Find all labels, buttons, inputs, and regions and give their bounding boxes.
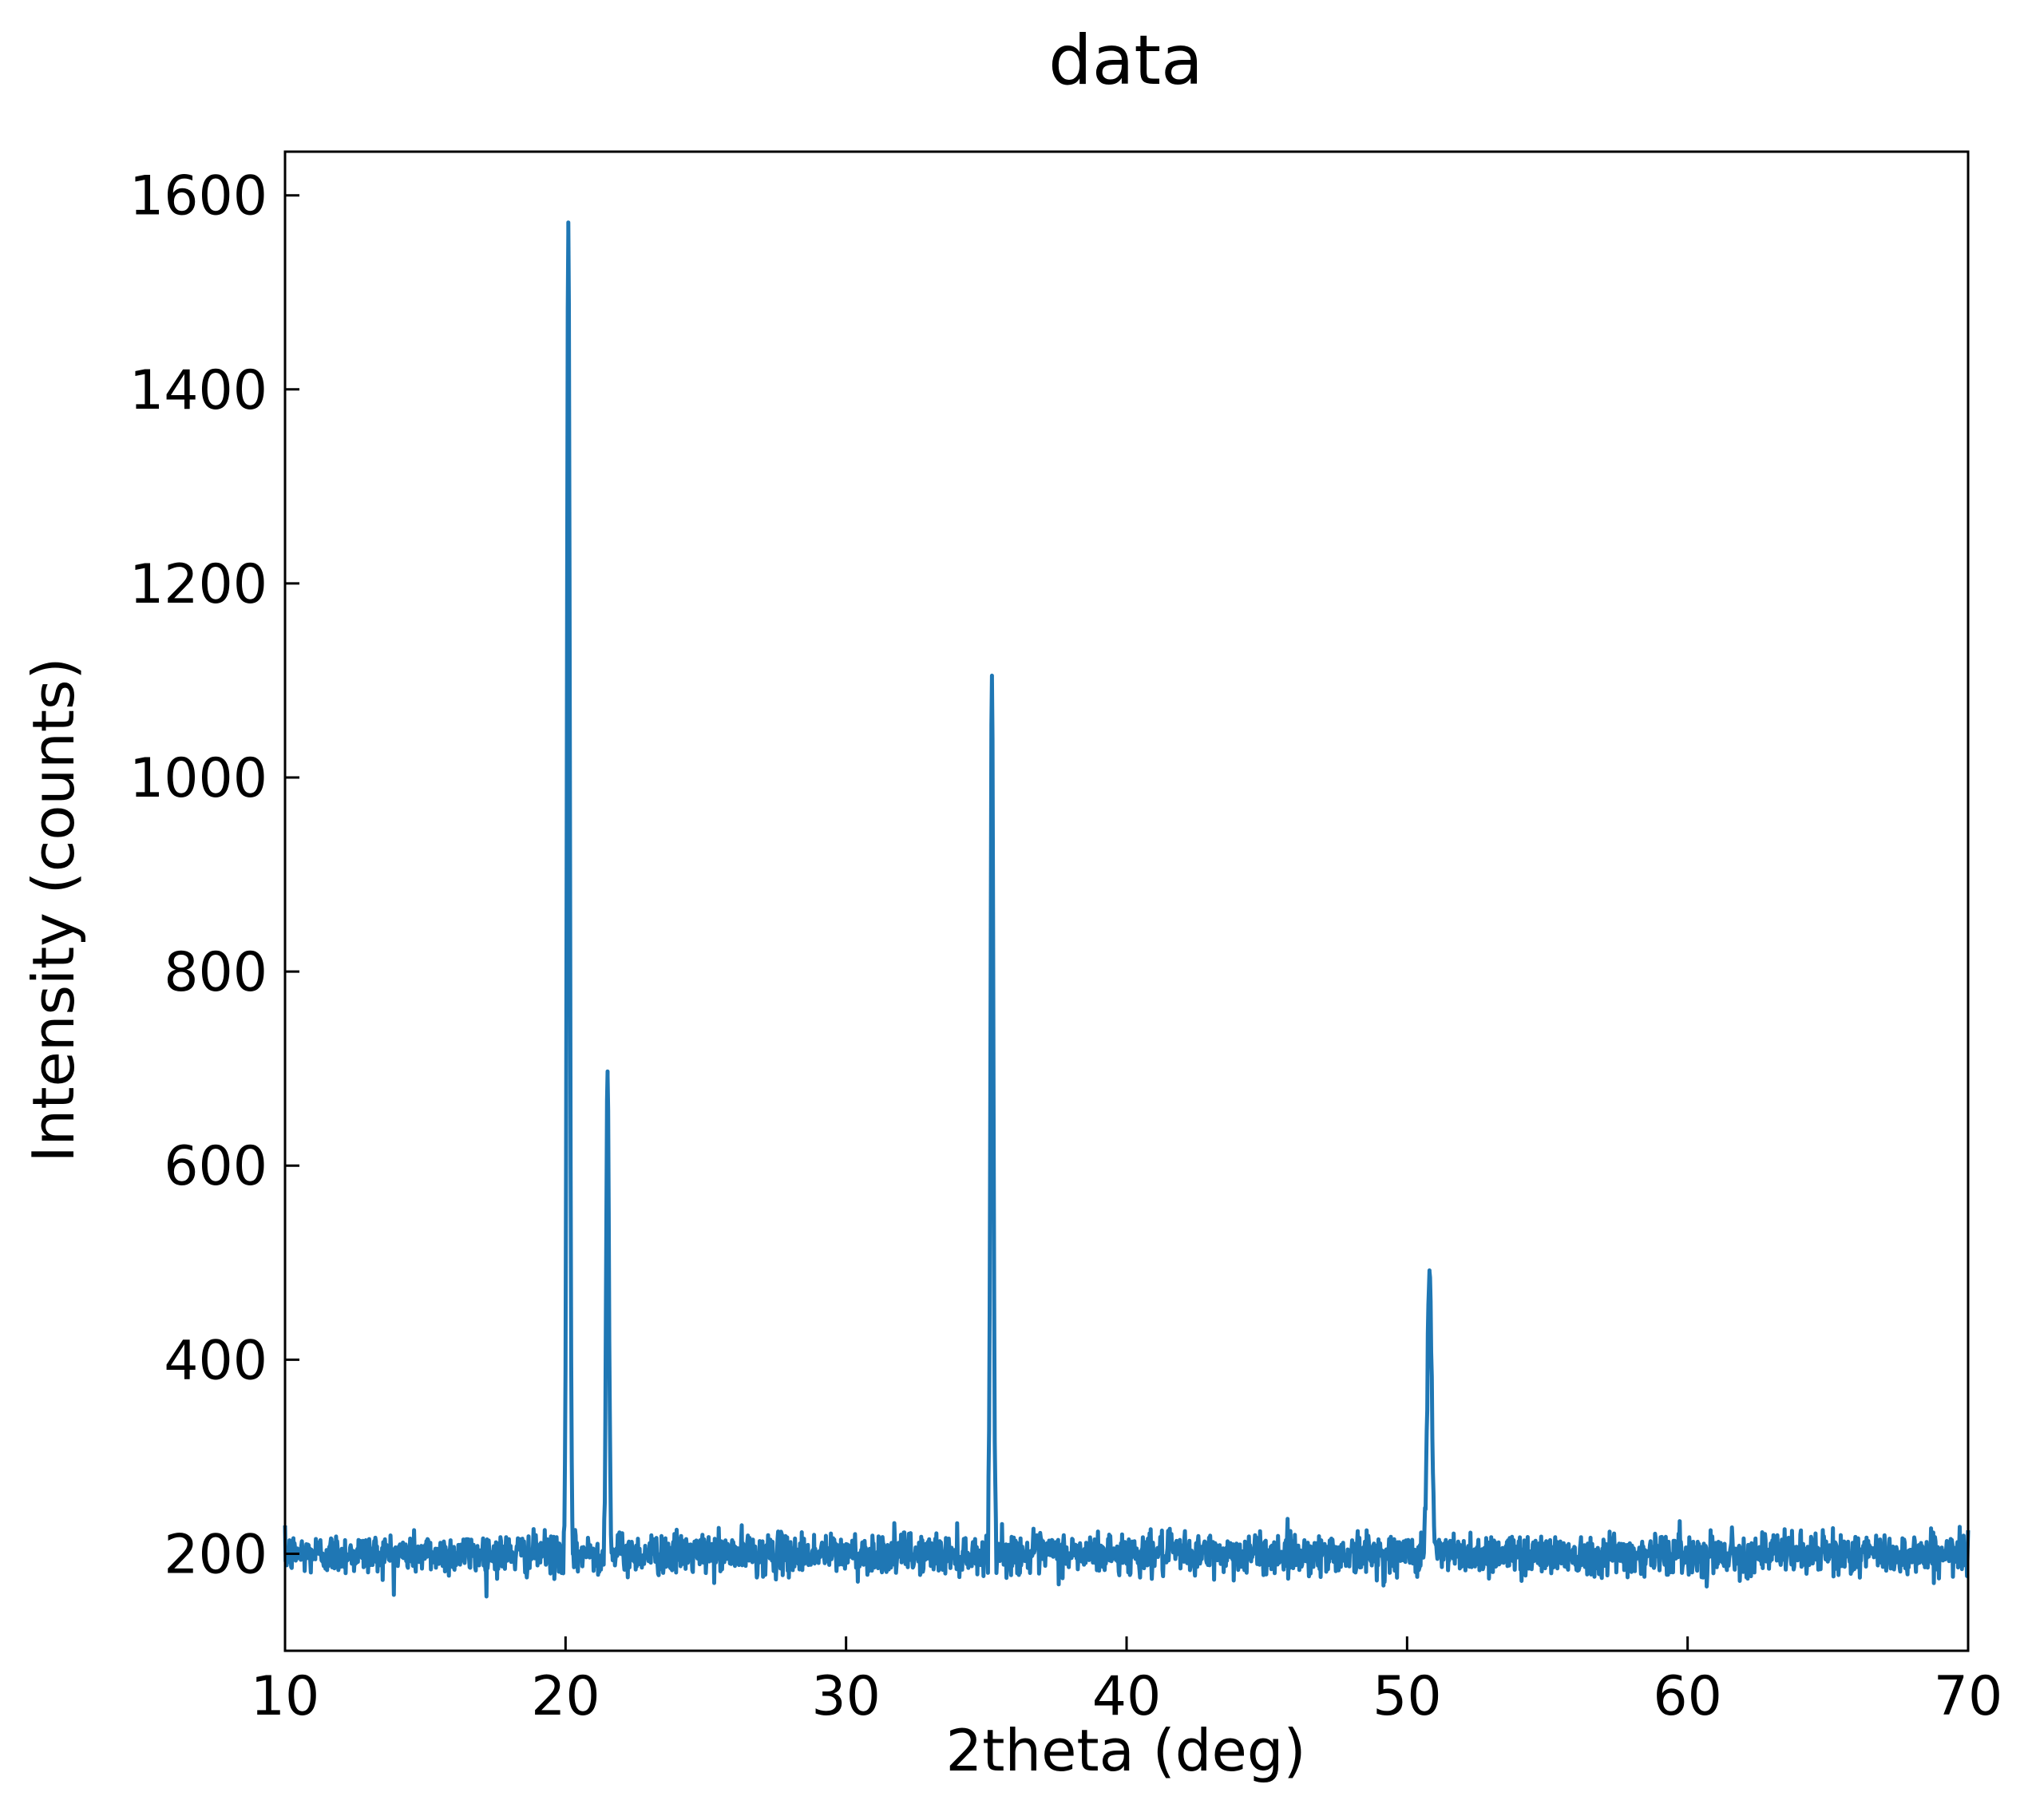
plot-frame	[283, 150, 1970, 1652]
plot-area	[283, 220, 1971, 1599]
y-tick-label: 800	[164, 941, 267, 1004]
y-tick-label: 1000	[129, 747, 267, 810]
y-tick-label: 600	[164, 1135, 267, 1198]
x-tick-label: 50	[1372, 1665, 1442, 1728]
x-axis: 10 20 30 40 50 60 70	[251, 1636, 2003, 1728]
y-tick-label: 400	[164, 1329, 267, 1392]
x-tick-label: 60	[1653, 1665, 1722, 1728]
y-axis: 200 400 600 800 1000 1200 1400 1600	[129, 165, 299, 1586]
x-tick-label: 70	[1934, 1665, 2003, 1728]
y-tick-label: 1400	[129, 359, 267, 422]
x-tick-label: 10	[251, 1665, 320, 1728]
series-line-intensity	[283, 220, 1971, 1599]
x-tick-label: 30	[811, 1665, 881, 1728]
x-tick-label: 40	[1092, 1665, 1162, 1728]
y-axis-label: Intensity (counts)	[20, 657, 87, 1162]
y-tick-label: 1600	[129, 165, 267, 228]
chart-title: data	[1048, 21, 1203, 101]
x-axis-label: 2theta (deg)	[945, 1717, 1305, 1784]
y-tick-label: 200	[164, 1523, 267, 1586]
x-tick-label: 20	[531, 1665, 600, 1728]
y-tick-label: 1200	[129, 553, 267, 616]
